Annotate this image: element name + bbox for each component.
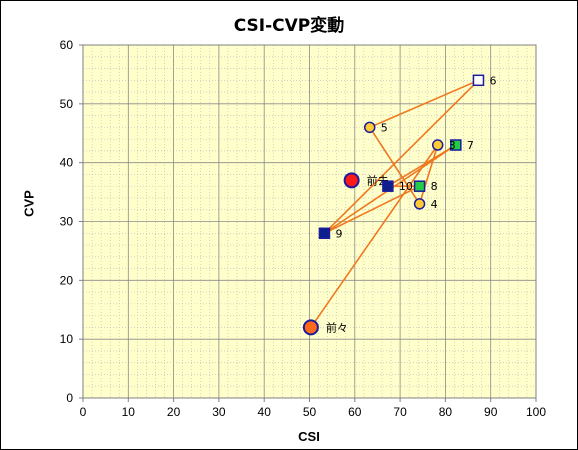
point-label: 前々 [326,320,348,334]
x-tick-label: 50 [303,405,317,419]
x-tick-label: 40 [258,405,272,419]
y-tick-label: 10 [60,332,74,346]
point-label: 10 [399,180,413,193]
point-label: 6 [489,74,496,87]
x-tick-label: 30 [212,405,226,419]
point-marker [382,180,394,192]
point-marker [343,172,360,189]
x-tick-label: 90 [484,405,498,419]
point-marker [302,319,319,336]
y-tick-label: 60 [60,38,74,52]
point-marker [413,180,426,192]
x-tick-label: 20 [167,405,181,419]
x-tick-label: 0 [80,405,87,419]
point-marker [413,198,426,210]
point-label: 8 [431,180,438,193]
point-label: 7 [467,139,474,152]
x-axis-label: CSI [298,429,320,444]
x-tick-label: 10 [122,405,136,419]
x-tick-label: 100 [526,405,546,419]
point-marker [363,121,376,134]
y-tick-label: 40 [60,156,74,170]
point-marker [431,139,444,151]
x-tick-label: 60 [348,405,362,419]
point-marker [450,139,462,151]
y-tick-label: 20 [60,273,74,287]
y-tick-label: 30 [60,215,74,229]
point-label: 5 [381,121,388,134]
y-tick-label: 50 [60,97,74,111]
y-tick-label: 0 [66,391,73,405]
chart-title: CSI-CVP変動 [233,16,345,36]
point-label: 3 [449,139,456,152]
point-marker [472,74,485,87]
point-label: 9 [335,227,342,240]
x-tick-label: 80 [439,405,453,419]
trajectory-line [310,79,480,328]
point-label: 4 [431,198,438,211]
x-tick-label: 70 [393,405,407,419]
point-marker [318,227,331,240]
